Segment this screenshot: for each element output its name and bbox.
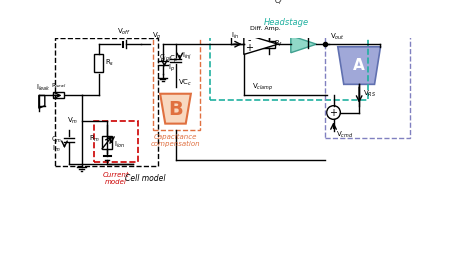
Text: B: B bbox=[168, 100, 183, 119]
Text: +: + bbox=[245, 43, 253, 53]
Text: R$_m$: R$_m$ bbox=[89, 134, 100, 144]
Text: VC$_c$: VC$_c$ bbox=[178, 78, 192, 88]
Text: A: A bbox=[353, 58, 365, 73]
Bar bbox=[264, 41, 275, 48]
Circle shape bbox=[327, 106, 340, 119]
Bar bbox=[102, 135, 112, 149]
Text: Headstage: Headstage bbox=[264, 18, 309, 27]
Text: I$_{leak}$: I$_{leak}$ bbox=[36, 83, 50, 93]
Text: I$_{inj}$: I$_{inj}$ bbox=[182, 50, 192, 62]
Text: V$_{out}$: V$_{out}$ bbox=[330, 32, 345, 42]
Bar bbox=[93, 121, 138, 162]
Polygon shape bbox=[160, 94, 191, 124]
Text: I$_{in}$: I$_{in}$ bbox=[231, 31, 239, 41]
Text: V$_{RS}$: V$_{RS}$ bbox=[364, 89, 377, 99]
Text: Cell model: Cell model bbox=[125, 174, 166, 183]
Text: V$_{off}$: V$_{off}$ bbox=[117, 27, 131, 37]
Text: I$_p$: I$_p$ bbox=[168, 62, 175, 74]
Text: R$_s$: R$_s$ bbox=[105, 58, 114, 68]
Text: V$_{clamp}$: V$_{clamp}$ bbox=[252, 81, 274, 93]
Polygon shape bbox=[244, 34, 278, 54]
Bar bbox=[55, 38, 157, 166]
Text: Diff. Amp.: Diff. Amp. bbox=[250, 25, 281, 30]
Text: I$_m$: I$_m$ bbox=[52, 144, 60, 154]
Polygon shape bbox=[338, 47, 381, 84]
Text: C$_f$: C$_f$ bbox=[273, 0, 283, 7]
Text: R$_f$: R$_f$ bbox=[273, 39, 283, 49]
Text: -: - bbox=[247, 35, 251, 45]
Text: R$_{seal}$: R$_{seal}$ bbox=[51, 81, 66, 90]
Text: C$_p$: C$_p$ bbox=[169, 54, 179, 65]
Text: V$_{cmd}$: V$_{cmd}$ bbox=[336, 130, 354, 140]
Text: C$_m$: C$_m$ bbox=[51, 135, 62, 145]
Bar bbox=[325, 36, 410, 138]
Bar bbox=[210, 31, 368, 100]
Polygon shape bbox=[291, 36, 317, 53]
Text: V$_p$: V$_p$ bbox=[152, 30, 161, 42]
Bar bbox=[94, 54, 103, 72]
Text: I$_{ion}$: I$_{ion}$ bbox=[114, 140, 125, 150]
Text: C$_{inj}$: C$_{inj}$ bbox=[159, 53, 172, 64]
Bar bbox=[153, 36, 201, 130]
Text: Capacitance
compensation: Capacitance compensation bbox=[151, 134, 201, 147]
Text: +: + bbox=[329, 107, 337, 118]
Text: Current
model: Current model bbox=[102, 172, 129, 185]
Text: V$_m$: V$_m$ bbox=[67, 116, 79, 126]
Bar bbox=[53, 92, 64, 99]
